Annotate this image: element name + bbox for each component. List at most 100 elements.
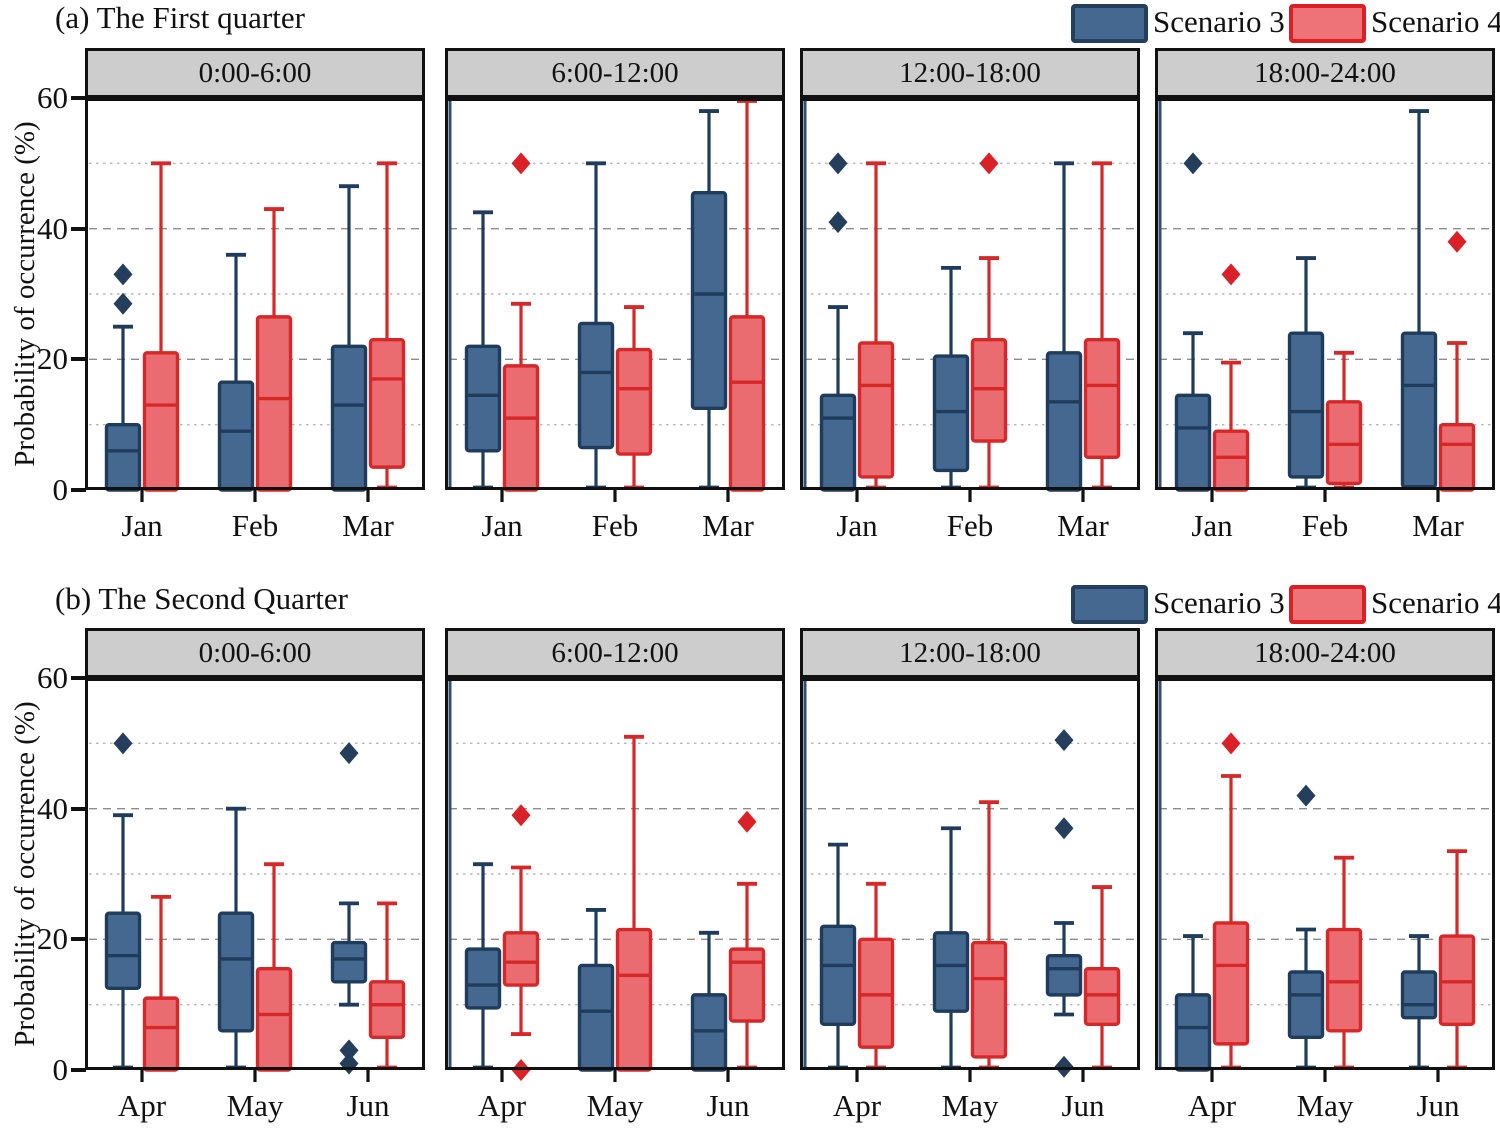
y-tick-mark (71, 937, 86, 942)
box-scenario3-feb (932, 265, 970, 490)
x-tick-label: May (942, 1088, 999, 1123)
box-scenario3-mar (1400, 109, 1438, 490)
y-tick-mark (71, 357, 86, 362)
y-tick-mark (71, 1068, 86, 1072)
box-scenario4-jun (1438, 849, 1476, 1070)
box-scenario4-jan (857, 161, 895, 490)
outlier-diamond (828, 152, 848, 175)
box-scenario3-feb (1287, 256, 1325, 490)
legend-a-scenario3-label: Scenario 3 (1153, 4, 1285, 39)
panel-header: 6:00-12:00 (445, 48, 785, 98)
y-tick-mark (71, 806, 86, 811)
x-tick-label: Jun (706, 1088, 750, 1123)
x-tick-label: Apr (118, 1088, 167, 1123)
y-tick-mark (71, 96, 86, 100)
y-tick-label: 60 (37, 80, 68, 115)
y-tick-mark (71, 226, 86, 231)
y-tick-label: 60 (37, 660, 68, 695)
legend-b-scenario3-swatch (1071, 585, 1148, 624)
box-scenario4-mar (1083, 161, 1121, 490)
outlier-diamond (113, 263, 133, 286)
x-tick-label: Feb (1302, 508, 1349, 543)
legend-a-scenario4-swatch (1289, 4, 1366, 43)
x-tick-label: Mar (1057, 508, 1109, 543)
outlier-diamond (1054, 729, 1074, 752)
y-tick-label: 0 (52, 472, 69, 507)
box-scenario3-apr (819, 842, 857, 1070)
box-scenario4-may (615, 734, 653, 1072)
outlier-diamond (979, 152, 999, 175)
y-tick-mark (71, 488, 86, 492)
outlier-diamond (511, 804, 531, 827)
outlier-diamond (1447, 230, 1467, 253)
box-scenario4-jun (728, 810, 766, 1070)
panel-a-4: 18:00-24:00 Jan Feb Mar (1155, 48, 1495, 545)
outlier-diamond (1221, 263, 1241, 286)
x-tick-label: Mar (342, 508, 394, 543)
box-scenario4-apr (142, 894, 180, 1072)
y-tick-label: 0 (52, 1052, 69, 1087)
x-tick-label: May (1297, 1088, 1354, 1123)
panel-plot: Jan Feb Mar (445, 98, 785, 543)
panel-b-1: 0:00-6:00 Apr May Jun (85, 628, 425, 1125)
panel-plot: Apr May Jun (445, 678, 785, 1123)
outlier-diamond (113, 732, 133, 755)
box-scenario3-apr (104, 732, 142, 1070)
outlier-diamond (1054, 817, 1074, 840)
x-tick-label: Jan (121, 508, 163, 543)
panel-b-4: 18:00-24:00 Apr May Jun (1155, 628, 1495, 1125)
x-tick-label: Jan (1191, 508, 1233, 543)
panel-header: 6:00-12:00 (445, 628, 785, 678)
x-tick-label: Apr (478, 1088, 527, 1123)
y-tick-label: 40 (37, 210, 68, 246)
y-tick-label: 20 (37, 921, 68, 957)
outlier-diamond (1221, 732, 1241, 755)
x-tick-label: Mar (1412, 508, 1464, 543)
box-scenario4-jan (1212, 263, 1250, 492)
x-tick-label: Feb (232, 508, 279, 543)
panel-a-3: 12:00-18:00 Jan Feb Mar (800, 48, 1140, 545)
x-tick-label: Jun (1061, 1088, 1105, 1123)
panel-plot: Jan Feb Mar (85, 98, 425, 543)
box-scenario4-feb (970, 152, 1008, 490)
legend-a-scenario4-label: Scenario 4 (1371, 4, 1500, 39)
outlier-diamond (737, 810, 757, 833)
outlier-diamond (1296, 784, 1316, 807)
outlier-diamond (1054, 1055, 1074, 1078)
outlier-diamond (511, 152, 531, 175)
y-tick-label: 40 (37, 790, 68, 826)
panel-header: 18:00-24:00 (1155, 48, 1495, 98)
panel-plot: Apr May Jun (800, 678, 1140, 1123)
x-tick-label: May (227, 1088, 284, 1123)
x-tick-label: Apr (1188, 1088, 1237, 1123)
x-tick-label: Jun (1416, 1088, 1460, 1123)
box-scenario4-mar (728, 99, 766, 492)
legend-b-scenario4-label: Scenario 4 (1371, 585, 1500, 620)
box-scenario3-jun (1400, 934, 1438, 1070)
y-tick-label: 20 (37, 341, 68, 377)
x-tick-label: Apr (833, 1088, 882, 1123)
legend-a-scenario3-swatch (1071, 4, 1148, 43)
box-scenario3-may (217, 806, 255, 1070)
box-scenario3-may (932, 826, 970, 1070)
panel-plot: Apr May Jun (85, 678, 425, 1123)
box-scenario4-apr (1212, 732, 1250, 1070)
y-tick-mark (71, 676, 86, 680)
legend-b-scenario4-swatch (1289, 585, 1366, 624)
y-axis-label-a: Probability of occurrence (%) (9, 121, 41, 467)
panel-a-1: 0:00-6:00 Jan Feb Mar (85, 48, 425, 545)
box-scenario3-apr (464, 862, 502, 1070)
panel-header: 0:00-6:00 (85, 628, 425, 678)
panel-header: 12:00-18:00 (800, 48, 1140, 98)
x-tick-label: Feb (592, 508, 639, 543)
panel-b-2: 6:00-12:00 Apr May Jun (445, 628, 785, 1125)
box-scenario3-jun (1045, 729, 1083, 1078)
panel-header: 18:00-24:00 (1155, 628, 1495, 678)
x-tick-label: Jun (346, 1088, 390, 1123)
box-scenario4-feb (255, 207, 293, 492)
box-scenario3-may (1287, 784, 1325, 1070)
box-scenario4-apr (857, 881, 895, 1070)
panel-plot: Jan Feb Mar (1155, 98, 1495, 543)
outlier-diamond (113, 292, 133, 315)
